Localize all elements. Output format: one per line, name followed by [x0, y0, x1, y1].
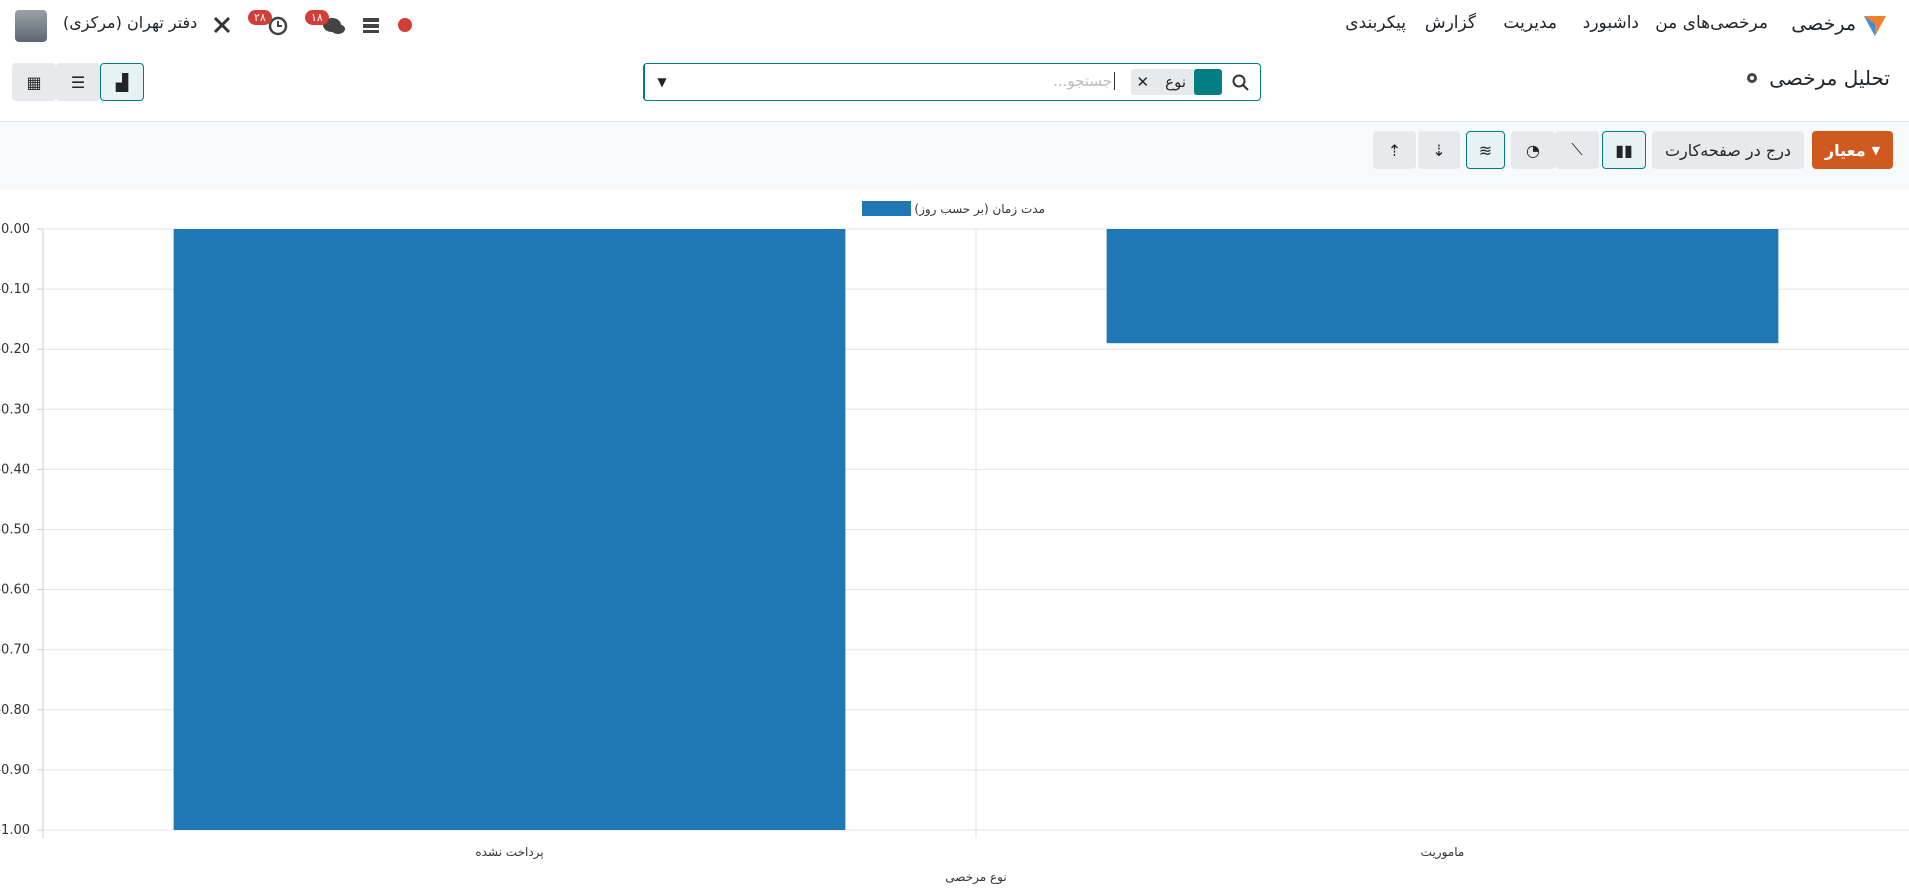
menu-item[interactable]: گزارش	[1424, 13, 1476, 33]
bar	[1106, 229, 1779, 344]
logo-icon	[1864, 16, 1886, 36]
tools-icon[interactable]	[212, 15, 232, 35]
app-name[interactable]: مرخصی	[1791, 13, 1856, 35]
pie-chart-button[interactable]: ◔	[1511, 131, 1555, 169]
activity-badge: ۲۸	[248, 10, 272, 25]
pivot-view[interactable]: ▦	[12, 63, 56, 101]
line-chart-button[interactable]: ⟋	[1555, 131, 1599, 169]
search-input[interactable]: جستجو...	[1053, 72, 1115, 90]
message-badge: ۱۸	[305, 10, 329, 25]
legend-label: مدت زمان (بر حسب روز)	[914, 202, 1045, 217]
y-tick-label: -0.70	[0, 643, 30, 658]
chart: 0.00 -0.10 -0.20 -0.30 -0.40 -0.50 -0.60 -0.70 -…	[0, 201, 1909, 885]
search-toggle[interactable]: ▼	[644, 64, 679, 100]
y-tick-label: -0.90	[0, 763, 30, 778]
settings-icon[interactable]	[1744, 70, 1760, 86]
y-tick-label: -0.60	[0, 583, 30, 598]
facet[interactable]: نوع ✕	[1130, 69, 1222, 95]
list-view[interactable]: ☰	[56, 63, 100, 101]
switch-icon[interactable]	[362, 16, 380, 34]
status-dot[interactable]	[398, 18, 412, 32]
x-tick-label: ماموریت	[1421, 845, 1465, 860]
menu-item[interactable]: داشبورد	[1582, 13, 1639, 33]
y-tick-label: -1.00	[0, 823, 30, 838]
x-axis-title: نوع مرخصی	[945, 870, 1006, 885]
graph-view[interactable]: ▟	[100, 63, 144, 101]
facet-label: نوع	[1165, 73, 1186, 91]
y-tick-label: 0.00	[1, 222, 30, 237]
y-tick-label: -0.10	[0, 282, 30, 297]
facet-remove[interactable]: ✕	[1136, 73, 1150, 91]
search-bar: نوع ✕ جستجو... ▼	[643, 63, 1261, 101]
menu-item[interactable]: پیکربندی	[1345, 13, 1406, 33]
bar-chart-button[interactable]: ▮▮	[1602, 131, 1646, 169]
y-tick-label: -0.80	[0, 703, 30, 718]
activity-icon[interactable]	[268, 16, 288, 36]
facet-icon	[1194, 69, 1222, 95]
divider	[0, 121, 1909, 122]
y-tick-label: -0.40	[0, 462, 30, 477]
measure-label: معیار	[1824, 140, 1866, 160]
measure-button[interactable]: ▼ معیار	[1812, 131, 1893, 169]
menu-item[interactable]: مدیریت	[1503, 13, 1557, 33]
page-title: تحلیل مرخصی	[1769, 66, 1890, 90]
menu-item[interactable]: مرخصی‌های من	[1655, 13, 1768, 33]
x-tick-label: پرداخت نشده	[475, 845, 543, 860]
legend-swatch	[862, 201, 911, 216]
search-icon[interactable]	[1232, 74, 1250, 92]
avatar[interactable]	[15, 10, 47, 42]
sort-desc-button[interactable]: ⇣	[1418, 131, 1460, 169]
y-tick-label: -0.20	[0, 342, 30, 357]
company-name[interactable]: دفتر تهران (مرکزی)	[63, 13, 198, 32]
app-logo[interactable]	[1860, 12, 1890, 38]
y-tick-label: -0.50	[0, 523, 30, 538]
stacked-button[interactable]: ≋	[1466, 131, 1505, 169]
sort-asc-button[interactable]: ⇡	[1373, 131, 1416, 169]
bar	[173, 229, 846, 830]
insert-button[interactable]: درج در صفحه‌کارت	[1652, 131, 1804, 169]
y-tick-label: -0.30	[0, 402, 30, 417]
